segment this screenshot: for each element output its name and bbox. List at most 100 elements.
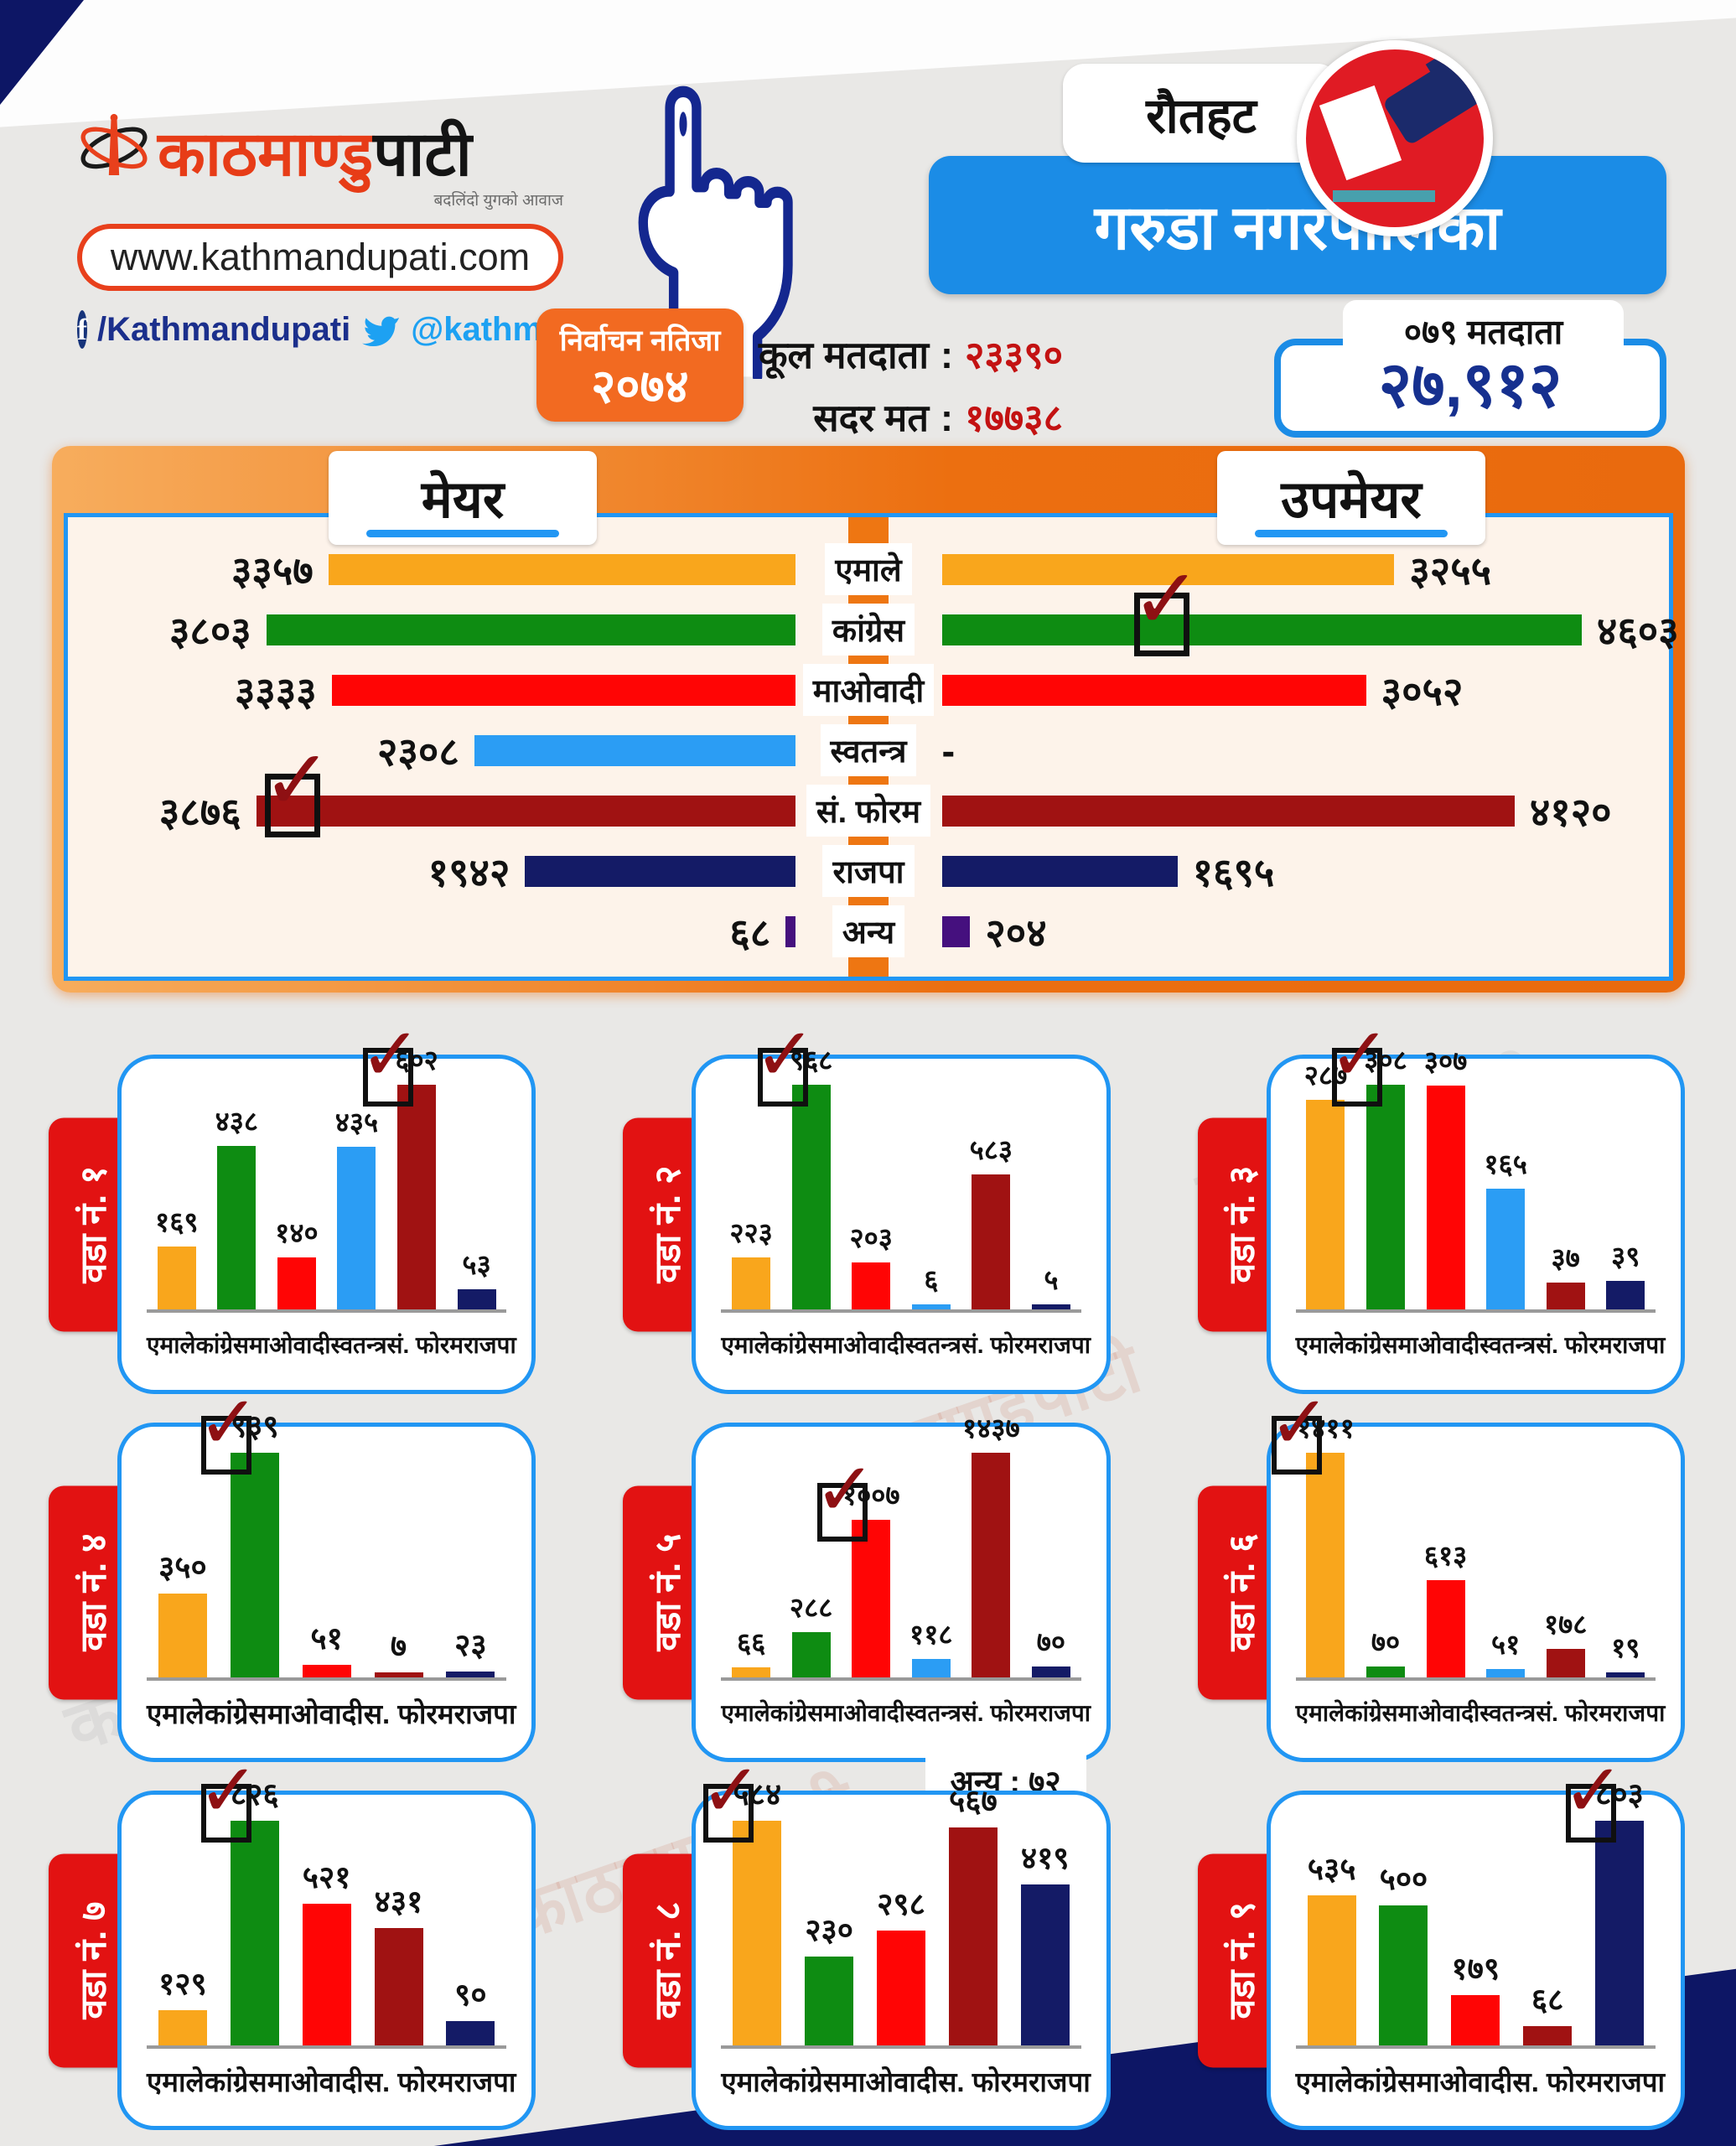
bar-value: ८०३	[1595, 1777, 1644, 1812]
check-icon: ✓	[360, 1013, 422, 1096]
x-label-स्वतन्त्र: स्वतन्त्र	[1479, 1700, 1536, 1726]
party-label-text: स्वतन्त्र	[820, 724, 917, 776]
x-label-माओवादी: माओवादी	[1416, 2066, 1513, 2097]
deputy-half: -	[942, 728, 1670, 774]
website-pill[interactable]: www.kathmandupati.com	[77, 224, 563, 291]
x-label-राजपा: राजपा	[1038, 1700, 1091, 1726]
mayor-bar-माओवादी	[331, 674, 795, 706]
winner-checkmark: ✓	[700, 1749, 762, 1843]
bar-value: २८७	[1303, 1060, 1348, 1091]
bar-value: ५८३	[969, 1134, 1013, 1165]
facebook-handle[interactable]: /Kathmandupati	[97, 310, 351, 348]
check-icon: ✓	[1131, 552, 1202, 646]
ward-number-text: वडा नं. ४	[73, 1533, 114, 1651]
ward-x-axis: एमाले कांग्रेस माओवादी स्वतन्त्र सं. फोरम राज…	[1296, 1321, 1666, 1368]
municipality-title: गरुडा नगरपालिका	[929, 156, 1666, 294]
bar-सं. फोरम	[972, 1453, 1011, 1677]
ward-card-7: १२९ ८२६ ✓ ५२१ ४३१ ९० एमाले कांग्रेस माओवादी स. फो…	[117, 1749, 536, 2130]
ward-cell-6: वडा नं. ६ १४११ ✓ ७० ६१३ ५१ १७८ १९ एमाले कांग्रेस म…	[1197, 1381, 1685, 1762]
bar-value: ४३१	[374, 1884, 423, 1919]
ward-bar-column-राजपा: ८०३ ✓	[1562, 1749, 1656, 2045]
ward-plot: १६९ ४३८ १४० ४३५ ६०२ ✓ ५३	[147, 1013, 507, 1313]
bar-माओवादी	[302, 1665, 351, 1677]
check-icon: ✓	[754, 1013, 816, 1096]
deputy-bar-माओवादी	[941, 674, 1366, 706]
bar-value: ३७	[1551, 1242, 1580, 1273]
x-label-एमाले: एमाले	[1295, 2066, 1354, 2097]
bar-स्वतन्त्र	[911, 1304, 951, 1309]
ward-bar-column-राजपा: ७०	[1021, 1445, 1081, 1677]
winner-checkmark: ✓	[1562, 1749, 1625, 1843]
x-label-कांग्रेस: कांग्रेस	[1353, 2066, 1417, 2097]
brand-tagline: बदलिंदो युगको आवाज	[433, 192, 563, 210]
party-label-एमाले: एमाले	[795, 543, 942, 595]
bar-value: २०३	[849, 1222, 893, 1253]
ward-card-6: १४११ ✓ ७० ६१३ ५१ १७८ १९ एमाले कांग्रेस माओवादी स्व…	[1266, 1381, 1685, 1762]
logo-row: काठमाण्डुपाटी	[77, 107, 563, 185]
bar-value: २२३	[729, 1217, 773, 1248]
bar-value: ४३८	[215, 1106, 259, 1137]
publisher-logo-block: काठमाण्डुपाटी बदलिंदो युगको आवाज www.kat…	[77, 107, 701, 350]
ward-card-8: ५८४ ✓ २३० २९८ ५६७ ४१९ एमाले कांग्रेस माओवादी स. फ…	[692, 1749, 1111, 2130]
bar-एमाले	[1306, 1100, 1345, 1309]
bar-value: २३०	[805, 1913, 853, 1947]
twitter-icon	[360, 309, 401, 350]
party-label-text: अन्य	[832, 905, 905, 957]
deputy-half: ४१२०	[941, 784, 1670, 837]
bar-कांग्रेस	[217, 1146, 257, 1309]
ward-bar-column-राजपा: ५	[1021, 1077, 1081, 1309]
ward-bar-column-कांग्रेस: २३०	[793, 1813, 865, 2045]
bar-माओवादी	[1426, 1086, 1465, 1309]
mayor-deputy-chart: ३३५७ एमाले ३२५५ ३८०३ कांग्रेस ✓ ४६०३ ३३३३ माओवाद…	[64, 513, 1679, 981]
ward-bar-column-स. फोरम: ७	[363, 1445, 435, 1677]
ward-bar-column-माओवादी: ३०७	[1416, 1045, 1476, 1309]
x-label-माओवादी: माओवादी	[267, 1698, 364, 1729]
deputy-bar-राजपा	[941, 855, 1178, 887]
ward-bar-column-एमाले: १६९	[147, 1077, 207, 1309]
ward-x-axis: एमाले कांग्रेस माओवादी स्वतन्त्र सं. फोरम राज…	[721, 1689, 1091, 1736]
deputy-half: ३२५५	[941, 542, 1670, 596]
bar-value: ९३९	[230, 1409, 279, 1444]
mayor-bar-अन्य	[785, 915, 795, 947]
x-label-एमाले: एमाले	[721, 1332, 770, 1358]
bar-value: ७	[390, 1629, 407, 1663]
ward-charts-grid: वडा नं. १ १६९ ४३८ १४० ४३५ ६०२ ✓ ५३ एमाले कांग्रेस…	[49, 1013, 1685, 2130]
bar-value: १७९	[1451, 1952, 1500, 1986]
mayor-half: २३०८	[68, 723, 795, 777]
mayor-row-6: १९४२ राजपा १६९५	[68, 844, 1669, 898]
ward-bar-column-एमाले: १२९	[147, 1813, 219, 2045]
mayor-value: ३८७६	[158, 790, 241, 834]
bar-कांग्रेस	[805, 1957, 854, 2045]
mayor-row-3: ३३३३ माओवादी ३०५२	[68, 663, 1669, 717]
x-label-कांग्रेस: कांग्रेस	[1345, 1700, 1398, 1726]
bar-स्वतन्त्र	[1486, 1669, 1526, 1677]
deputy-bar-एमाले	[941, 553, 1395, 585]
x-label-सं. फोरम: सं. फोरम	[1536, 1332, 1613, 1358]
mayor-row-2: ३८०३ कांग्रेस ✓ ४६०३	[68, 552, 1679, 656]
x-label-माओवादी: माओवादी	[248, 1332, 331, 1358]
bar-कांग्रेस	[230, 1453, 279, 1677]
party-label-राजपा: राजपा	[795, 845, 942, 897]
bar-value: ५३५	[1307, 1852, 1356, 1886]
ward-bar-column-माओवादी: ५१	[291, 1445, 363, 1677]
bar-सं. फोरम	[972, 1174, 1011, 1309]
bar-value: ८२६	[230, 1777, 279, 1812]
valid-votes-label: सदर मत	[813, 397, 929, 439]
ward-x-axis: एमाले कांग्रेस माओवादी स. फोरम राजपा	[721, 2057, 1090, 2104]
bar-value: ५१	[310, 1621, 343, 1656]
ward-bar-column-राजपा: ४१९	[1009, 1813, 1081, 2045]
tab-deputy-mayor: उपमेयर	[1217, 451, 1485, 545]
election-result-badge: निर्वाचन नतिजा २०७४	[536, 308, 744, 422]
deputy-value: -	[941, 728, 956, 773]
bar-value: ३०७	[1423, 1045, 1468, 1076]
deputy-bar-अन्य	[941, 915, 971, 947]
deputy-value: २०४	[985, 910, 1047, 955]
mayor-bar-सं. फोरम: ✓	[256, 733, 795, 837]
ward-bar-column-स्वतन्त्र: ४३५	[327, 1077, 387, 1309]
bar-कांग्रेस	[791, 1632, 831, 1677]
bar-एमाले	[733, 1821, 782, 2045]
x-label-सं. फोरम: सं. फोरम	[386, 1332, 464, 1358]
ward-bar-column-राजपा: ३९	[1595, 1077, 1656, 1309]
ward-bar-column-कांग्रेस: ९६८ ✓	[754, 1013, 842, 1309]
ward-number-text: वडा नं. ५	[647, 1533, 688, 1651]
